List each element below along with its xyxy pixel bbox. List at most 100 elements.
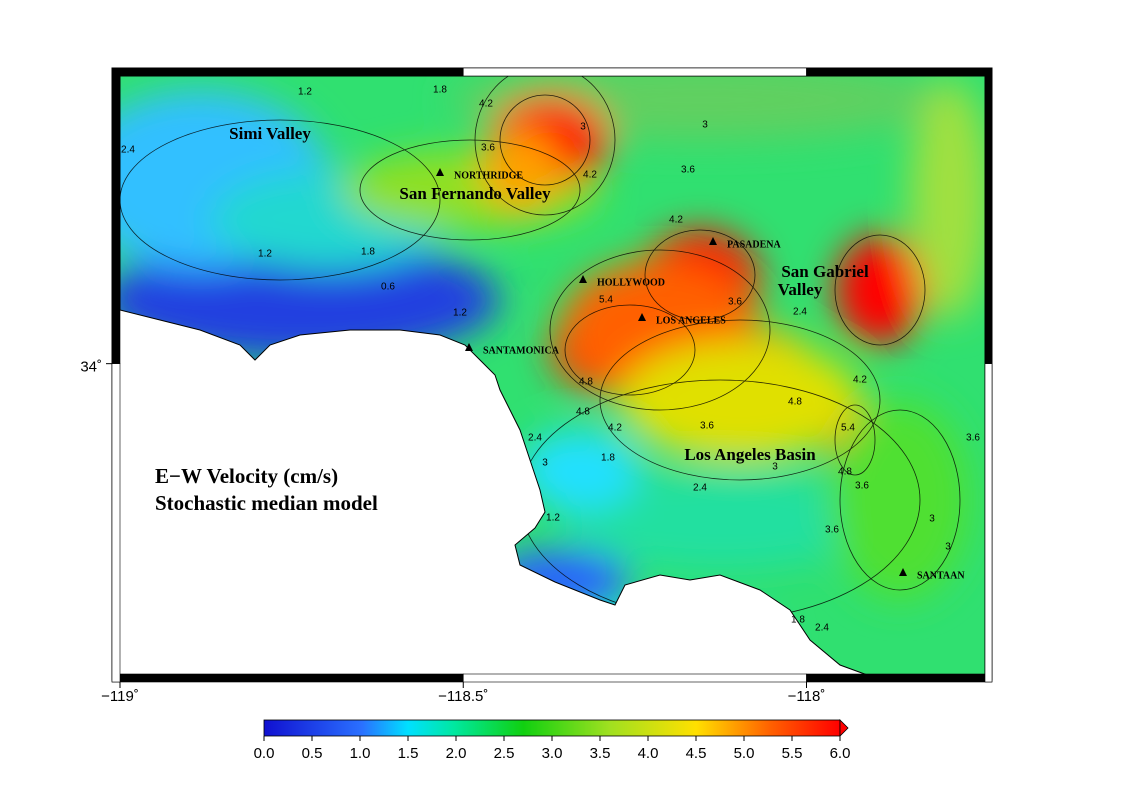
contour-line (599, 319, 881, 481)
field-patch (835, 235, 925, 345)
contour-label: 4.2 (853, 375, 867, 386)
contour-line (120, 119, 441, 281)
contour-label: 1.8 (361, 247, 375, 258)
city-marker (899, 568, 907, 576)
contour-label: 1.2 (546, 513, 560, 524)
contour-label: 3 (929, 514, 935, 525)
contour-label: 4.8 (838, 467, 852, 478)
colorbar-tick-label: 1.0 (350, 745, 371, 762)
x-tick-label: −119˚ (101, 688, 139, 705)
field-patch (830, 400, 970, 600)
field-patch (910, 80, 985, 320)
contour-label: 5.4 (599, 295, 613, 306)
region-label: Simi Valley (229, 124, 311, 143)
colorbar-arrow (839, 719, 849, 737)
colorbar-tick-label: 5.0 (734, 745, 755, 762)
city-marker (579, 275, 587, 283)
contour-label: 0.6 (381, 282, 395, 293)
contour-label: 3 (945, 542, 951, 553)
contour-label: 3 (542, 458, 548, 469)
region-label: Los Angeles Basin (684, 445, 816, 464)
region-label: Valley (778, 280, 823, 299)
contour-label: 4.2 (669, 215, 683, 226)
frame-bar (462, 67, 807, 77)
city-label: SANTAAN (917, 570, 965, 581)
city-label: HOLLYWOOD (597, 277, 665, 288)
contour-line (564, 304, 696, 396)
contour-label: 3.6 (481, 143, 495, 154)
colorbar-tick-label: 3.0 (542, 745, 563, 762)
colorbar-tick-label: 0.0 (254, 745, 275, 762)
frame-bar (111, 67, 121, 364)
contour-label: 3.6 (681, 165, 695, 176)
contour-label: 3.6 (966, 433, 980, 444)
frame-bar (806, 673, 993, 683)
contour-label: 1.8 (601, 453, 615, 464)
contour-line (834, 234, 926, 346)
contour-label: 1.2 (258, 249, 272, 260)
contour-label: 4.2 (583, 170, 597, 181)
contour-label: 4.2 (608, 423, 622, 434)
title-line: Stochastic median model (155, 491, 378, 515)
frame-bar (462, 673, 807, 683)
city-label: SANTAMONICA (483, 345, 560, 356)
contour-line (499, 94, 591, 186)
contour-label: 5.4 (841, 423, 855, 434)
region-label: San Fernando Valley (399, 184, 551, 203)
colorbar-tick-label: 1.5 (398, 745, 419, 762)
frame-bar (984, 67, 993, 364)
city-marker (709, 237, 717, 245)
contour-label: 3.6 (728, 297, 742, 308)
contour-label: 1.8 (433, 85, 447, 96)
contour-label: 3.6 (855, 481, 869, 492)
contour-line (839, 409, 961, 591)
region-label: San Gabriel (781, 262, 869, 281)
contour-label: 3 (702, 120, 708, 131)
contour-label: 4.8 (788, 397, 802, 408)
city-marker (465, 343, 473, 351)
colorbar (263, 719, 841, 737)
contour-label: 2.4 (693, 483, 707, 494)
contour-label: 4.8 (576, 407, 590, 418)
field-patch (520, 430, 640, 510)
contour-label: 2.4 (815, 623, 829, 634)
city-marker (638, 313, 646, 321)
frame-bar (111, 363, 121, 683)
contour-label: 2.4 (528, 433, 542, 444)
frame-bar (984, 363, 993, 683)
colorbar-tick-label: 2.0 (446, 745, 467, 762)
field-patch (620, 340, 860, 460)
colorbar-tick-label: 4.5 (686, 745, 707, 762)
colorbar-tick-label: 0.5 (302, 745, 323, 762)
frame-bar (111, 673, 464, 683)
colorbar-tick-label: 6.0 (830, 745, 851, 762)
field-patch (480, 130, 560, 210)
contour-label: 3 (580, 122, 586, 133)
contour-line (834, 404, 876, 476)
city-label: LOS ANGELES (656, 315, 726, 326)
contour-label: 2.4 (121, 145, 135, 156)
contour-line (644, 229, 756, 321)
contour-label: 2.4 (793, 307, 807, 318)
colorbar-tick-label: 4.0 (638, 745, 659, 762)
x-tick-label: −118˚ (788, 688, 826, 705)
y-tick-label: 34˚ (80, 359, 102, 376)
city-label: PASADENA (727, 239, 781, 250)
contour-label: 1.2 (298, 87, 312, 98)
contour-label: 3.6 (700, 421, 714, 432)
contour-label: 3.6 (825, 525, 839, 536)
colorbar-tick-label: 3.5 (590, 745, 611, 762)
title-line: E−W Velocity (cm/s) (155, 464, 338, 488)
contour-label: 4.8 (579, 377, 593, 388)
x-tick-label: −118.5˚ (438, 688, 488, 705)
city-label: NORTHRIDGE (454, 170, 523, 181)
contour-line (549, 249, 771, 411)
frame-bar (806, 67, 993, 77)
city-marker (436, 168, 444, 176)
contour-label: 1.8 (791, 615, 805, 626)
colorbar-tick-label: 2.5 (494, 745, 515, 762)
contour-label: 3 (772, 462, 778, 473)
frame-bar (111, 67, 464, 77)
colorbar-tick-label: 5.5 (782, 745, 803, 762)
